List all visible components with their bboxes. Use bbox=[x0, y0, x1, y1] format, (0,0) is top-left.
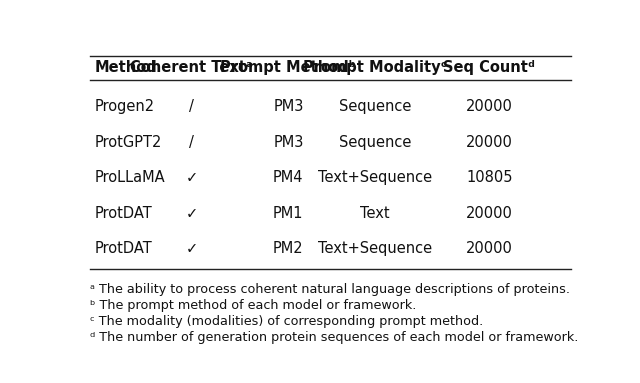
Text: /: / bbox=[189, 99, 194, 114]
Text: PM2: PM2 bbox=[273, 241, 303, 256]
Text: Text: Text bbox=[360, 206, 390, 221]
Text: 10805: 10805 bbox=[466, 170, 513, 185]
Text: Sequence: Sequence bbox=[339, 99, 412, 114]
Text: ᵃ The ability to process coherent natural language descriptions of proteins.: ᵃ The ability to process coherent natura… bbox=[90, 283, 570, 296]
Text: 20000: 20000 bbox=[466, 134, 513, 150]
Text: ProtDAT: ProtDAT bbox=[95, 206, 152, 221]
Text: Progen2: Progen2 bbox=[95, 99, 155, 114]
Text: PM1: PM1 bbox=[273, 206, 303, 221]
Text: Seq Countᵈ: Seq Countᵈ bbox=[444, 60, 535, 75]
Text: PM3: PM3 bbox=[273, 99, 303, 114]
Text: Prompt Modalityᶜ: Prompt Modalityᶜ bbox=[303, 60, 447, 75]
Text: ✓: ✓ bbox=[186, 241, 198, 256]
Text: PM4: PM4 bbox=[273, 170, 303, 185]
Text: ProtGPT2: ProtGPT2 bbox=[95, 134, 163, 150]
Text: ᶜ The modality (modalities) of corresponding prompt method.: ᶜ The modality (modalities) of correspon… bbox=[90, 315, 483, 328]
Text: 20000: 20000 bbox=[466, 99, 513, 114]
Text: Prompt Methodᵇ: Prompt Methodᵇ bbox=[220, 60, 356, 75]
Text: ✓: ✓ bbox=[186, 170, 198, 185]
Text: Sequence: Sequence bbox=[339, 134, 412, 150]
Text: ProtDAT: ProtDAT bbox=[95, 241, 152, 256]
Text: /: / bbox=[189, 134, 194, 150]
Text: Method: Method bbox=[95, 60, 157, 75]
Text: ᵇ The prompt method of each model or framework.: ᵇ The prompt method of each model or fra… bbox=[90, 299, 416, 312]
Text: ✓: ✓ bbox=[186, 206, 198, 221]
Text: 20000: 20000 bbox=[466, 241, 513, 256]
Text: Text+Sequence: Text+Sequence bbox=[318, 170, 432, 185]
Text: Coherent Textᵃ: Coherent Textᵃ bbox=[131, 60, 253, 75]
Text: ProLLaMA: ProLLaMA bbox=[95, 170, 166, 185]
Text: PM3: PM3 bbox=[273, 134, 303, 150]
Text: 20000: 20000 bbox=[466, 206, 513, 221]
Text: ᵈ The number of generation protein sequences of each model or framework.: ᵈ The number of generation protein seque… bbox=[90, 331, 579, 344]
Text: Text+Sequence: Text+Sequence bbox=[318, 241, 432, 256]
